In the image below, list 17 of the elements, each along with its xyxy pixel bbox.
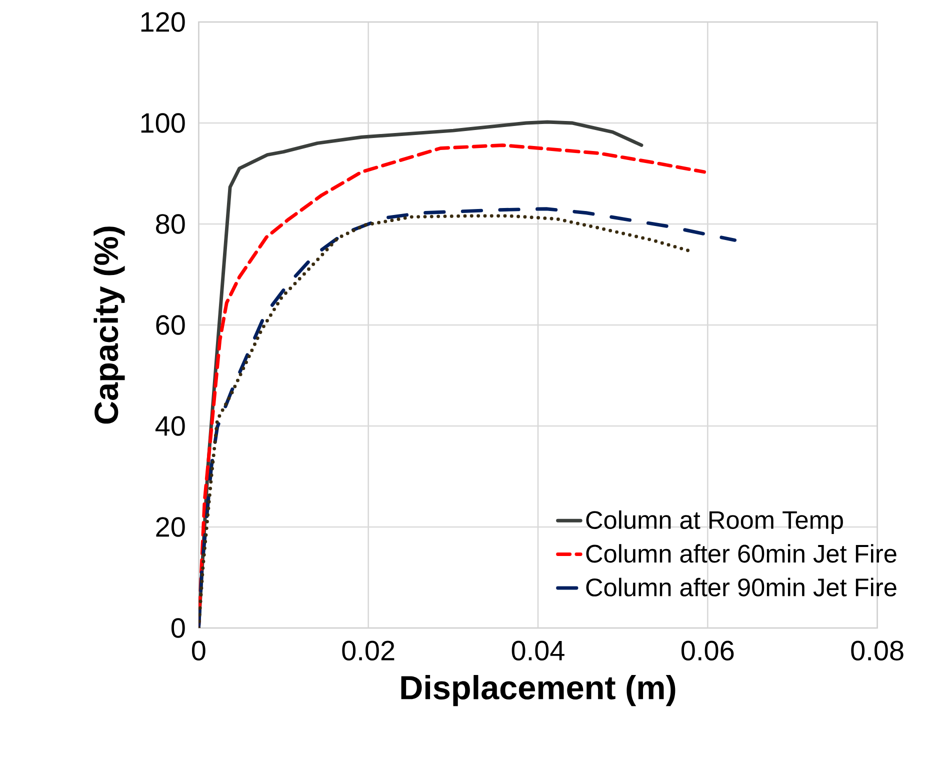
x-axis-title: Displacement (m): [401, 675, 676, 706]
y-tick-label: 80: [156, 214, 185, 234]
y-tick-label: 40: [155, 416, 185, 436]
y-tick-label: 120: [141, 12, 185, 32]
y-tick-label: 0: [171, 618, 185, 638]
y-axis-title: Capacity (%): [94, 226, 125, 424]
y-tick-label: 20: [156, 517, 185, 537]
y-tick-label: 60: [156, 315, 185, 335]
x-tick-label: 0: [192, 640, 206, 661]
x-tick-label: 0.06: [682, 640, 734, 661]
legend-label: Column after 60min Jet Fire: [586, 544, 896, 563]
legend-label: Column at Room Temp: [586, 510, 843, 534]
y-tick-label: 100: [141, 113, 185, 133]
x-tick-label: 0.04: [512, 640, 564, 661]
x-tick-label: 0.02: [342, 640, 394, 661]
legend-label: Column after 90min Jet Fire: [586, 578, 896, 596]
x-tick-label: 0.08: [851, 640, 904, 661]
